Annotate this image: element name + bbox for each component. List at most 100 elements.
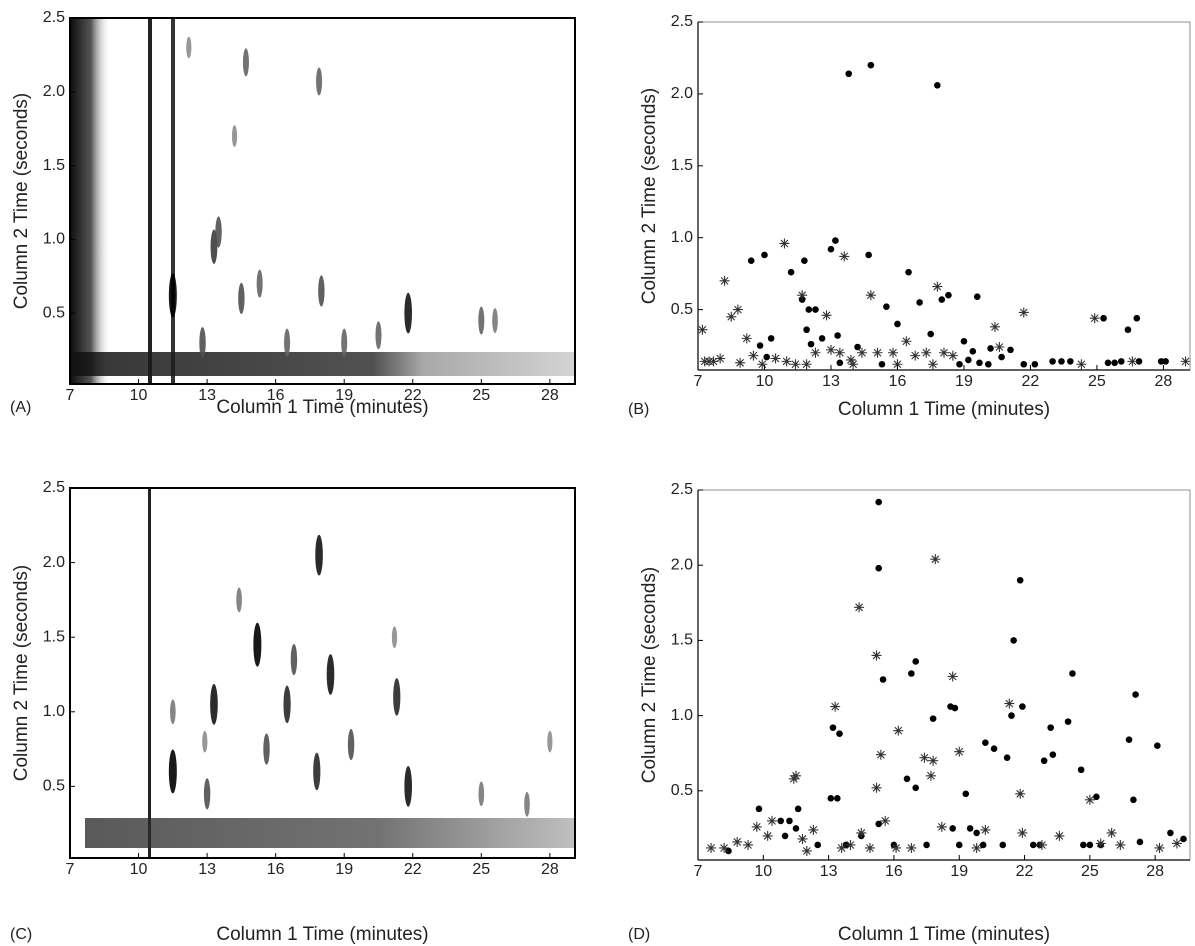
- dot-marker: [1064, 718, 1072, 725]
- star-marker: [848, 359, 859, 370]
- dot-marker: [912, 784, 919, 792]
- x-tick-label: 19: [955, 373, 973, 390]
- star-marker: [732, 836, 743, 847]
- dot-marker: [985, 360, 992, 368]
- star-marker: [1106, 827, 1117, 838]
- dot-marker: [927, 330, 935, 338]
- dot-marker: [908, 670, 915, 677]
- x-tick-label: 7: [66, 387, 75, 404]
- dot-marker: [923, 841, 930, 849]
- star-marker: [1180, 356, 1191, 367]
- dot-marker: [814, 841, 822, 849]
- y-tick-label: 0.5: [671, 301, 693, 318]
- peak: [263, 733, 270, 765]
- star-marker: [788, 773, 799, 784]
- x-tick-label: 13: [198, 387, 216, 404]
- x-tick-label: 10: [756, 373, 774, 390]
- star-marker: [939, 347, 949, 358]
- y-tick-label: 2.5: [671, 13, 693, 30]
- dot-marker: [805, 306, 813, 313]
- dot-marker: [1040, 757, 1048, 765]
- y-tick-label: 1.0: [671, 229, 693, 246]
- peak: [253, 622, 262, 667]
- y-tick-label: 1.5: [671, 632, 693, 649]
- peak: [256, 269, 263, 298]
- y-tick-label: 2.5: [43, 9, 65, 26]
- dot-marker: [845, 70, 853, 78]
- star-marker: [834, 347, 845, 358]
- y-tick-label: 1.0: [43, 703, 65, 720]
- peak: [393, 678, 401, 716]
- star-marker: [767, 815, 778, 826]
- dot-marker: [801, 257, 808, 265]
- star-marker: [1017, 827, 1028, 838]
- star-marker: [989, 321, 1000, 332]
- dot-marker: [834, 332, 841, 339]
- dot-marker: [990, 745, 998, 752]
- star-marker: [790, 770, 801, 781]
- star-marker: [770, 353, 781, 364]
- star-marker: [906, 842, 917, 853]
- dot-marker: [1180, 835, 1187, 843]
- dot-marker: [1020, 360, 1028, 368]
- y-tick-label: 1.5: [671, 157, 693, 174]
- dot-marker: [934, 81, 941, 89]
- chromatogram-background-a: [71, 19, 575, 383]
- star-marker: [748, 350, 759, 361]
- peak: [318, 275, 325, 307]
- star-marker: [735, 357, 746, 368]
- x-tick-label: 16: [267, 387, 285, 404]
- dot-marker: [905, 268, 912, 276]
- dot-marker: [761, 251, 768, 259]
- star-marker: [732, 304, 743, 315]
- dot-marker: [976, 359, 983, 367]
- dot-marker: [763, 353, 771, 361]
- x-axis-label: Column 1 Time (minutes): [216, 924, 428, 945]
- y-tick-label: 2.0: [43, 554, 65, 571]
- y-tick-label: 0.5: [43, 304, 65, 321]
- dot-marker: [1007, 346, 1014, 354]
- dot-marker: [973, 293, 981, 300]
- star-marker: [821, 310, 832, 321]
- peak: [203, 778, 211, 810]
- star-marker: [901, 336, 912, 347]
- peak: [404, 292, 412, 334]
- star-marker: [825, 344, 836, 355]
- panel-label: (A): [10, 399, 31, 416]
- peak: [168, 273, 177, 318]
- x-tick-label: 16: [267, 861, 285, 878]
- star-marker: [947, 350, 958, 361]
- dot-marker: [1010, 637, 1017, 644]
- dot-marker: [1069, 670, 1076, 677]
- dot-marker: [836, 359, 844, 367]
- y-tick-label: 0.5: [43, 778, 65, 795]
- star-marker: [864, 842, 875, 853]
- star-marker: [751, 821, 762, 832]
- plot-frame: [69, 17, 576, 385]
- star-marker: [875, 749, 886, 760]
- star-marker: [910, 350, 921, 361]
- star-marker: [994, 341, 1005, 352]
- star-marker: [857, 347, 867, 358]
- x-tick-label: 7: [694, 863, 703, 880]
- dot-marker: [812, 306, 819, 313]
- star-marker: [781, 356, 792, 367]
- dot-marker: [916, 299, 923, 306]
- star-marker: [1115, 839, 1126, 850]
- y-tick-label: 2.0: [43, 83, 65, 100]
- dot-marker: [979, 841, 987, 849]
- star-marker: [1095, 838, 1106, 849]
- star-marker: [1154, 842, 1165, 853]
- panel-label: (B): [628, 401, 649, 418]
- dot-marker: [1047, 724, 1054, 731]
- panel: 7 10 13 16 19 22 25 28 0.5 1.0 1.5 2.0 2.5 Column 1 T…: [10, 479, 576, 945]
- dot-marker: [1080, 841, 1087, 849]
- dot-marker: [1154, 742, 1161, 749]
- dot-marker: [767, 335, 775, 342]
- star-marker: [921, 347, 932, 358]
- peak: [284, 328, 291, 357]
- star-marker: [810, 347, 821, 358]
- dot-marker: [1130, 796, 1137, 804]
- dot-marker: [827, 795, 835, 802]
- peak: [238, 282, 245, 315]
